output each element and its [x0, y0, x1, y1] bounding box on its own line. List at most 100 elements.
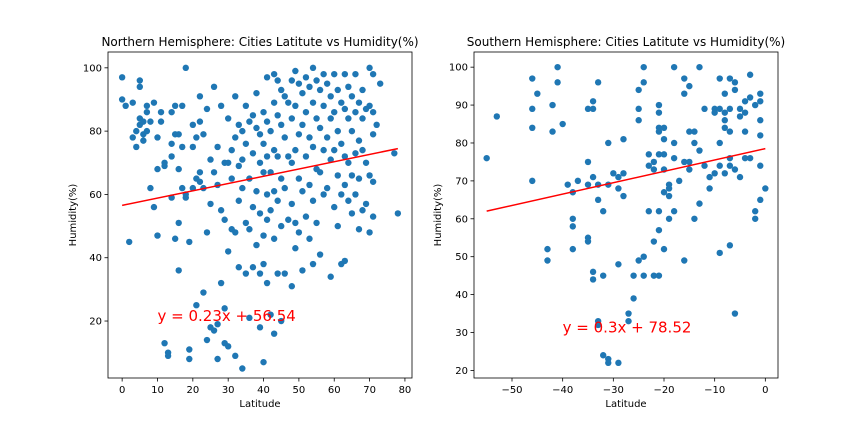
data-point	[267, 207, 274, 214]
data-point	[263, 153, 271, 160]
data-point	[569, 223, 576, 230]
data-point	[726, 242, 734, 249]
data-point	[645, 208, 652, 215]
data-point	[338, 191, 345, 198]
x-tick-label: −20	[653, 385, 674, 396]
data-point	[263, 191, 271, 198]
data-point	[224, 248, 232, 255]
data-point	[309, 197, 317, 204]
data-point	[655, 101, 663, 109]
data-point	[228, 146, 235, 154]
data-point	[260, 108, 267, 116]
data-point	[726, 105, 734, 113]
data-point	[348, 172, 356, 179]
data-point	[331, 203, 338, 211]
data-point	[285, 216, 292, 223]
data-point	[752, 101, 759, 109]
data-point	[534, 90, 541, 97]
data-point	[574, 177, 582, 185]
data-point	[288, 77, 296, 84]
northern-chart: Northern Hemisphere: Cities Latitute vs …	[68, 35, 419, 410]
data-point	[640, 272, 647, 279]
y-tick-label: 100	[83, 63, 102, 74]
data-point	[341, 105, 349, 113]
y-tick-label: 60	[89, 190, 102, 201]
southern-chart-title: Southern Hemisphere: Cities Latitute vs …	[467, 35, 785, 49]
data-point	[615, 261, 622, 268]
data-point	[242, 140, 250, 147]
data-point	[655, 128, 663, 135]
data-point	[203, 229, 211, 236]
data-point	[217, 102, 225, 110]
data-point	[394, 210, 402, 217]
data-point	[295, 175, 303, 182]
data-point	[493, 113, 500, 120]
data-point	[253, 89, 260, 97]
data-point	[716, 249, 723, 257]
data-point	[313, 77, 320, 84]
data-point	[288, 115, 296, 122]
y-tick-label: 40	[455, 290, 468, 301]
data-point	[615, 185, 622, 192]
data-point	[711, 170, 718, 177]
data-point	[256, 270, 264, 277]
data-point	[359, 115, 366, 122]
data-point	[352, 150, 359, 157]
data-point	[605, 139, 612, 147]
data-point	[327, 273, 334, 280]
data-point	[224, 115, 232, 122]
data-point	[270, 188, 278, 195]
regression-line	[121, 147, 399, 207]
data-point	[274, 153, 281, 160]
data-point	[129, 99, 136, 106]
data-point	[691, 215, 698, 222]
y-tick-label: 20	[455, 366, 468, 377]
data-point	[615, 359, 622, 367]
data-point	[292, 67, 299, 75]
data-point	[182, 194, 189, 201]
x-tick-label: −50	[501, 385, 522, 396]
data-point	[200, 131, 207, 138]
data-point	[270, 70, 278, 78]
data-point	[323, 134, 331, 141]
data-point	[263, 74, 271, 81]
data-point	[207, 156, 214, 163]
y-tick-label: 80	[455, 138, 468, 149]
x-tick-label: −40	[552, 385, 573, 396]
data-point	[605, 359, 612, 367]
data-point	[736, 105, 744, 113]
data-point	[193, 134, 200, 141]
data-point	[302, 153, 310, 160]
data-point	[650, 272, 658, 279]
data-point	[726, 162, 734, 169]
data-point	[302, 108, 310, 116]
data-point	[721, 124, 728, 132]
data-point	[369, 213, 377, 220]
data-point	[306, 235, 313, 242]
data-point	[331, 146, 338, 154]
southern-chart: Southern Hemisphere: Cities Latitute vs …	[433, 35, 785, 410]
data-point	[676, 177, 683, 185]
data-point	[242, 219, 250, 227]
data-point	[757, 162, 764, 169]
data-point	[306, 134, 313, 141]
data-point	[341, 181, 349, 189]
data-point	[235, 121, 242, 128]
data-point	[292, 219, 299, 227]
data-point	[716, 105, 723, 113]
data-point	[224, 343, 232, 350]
data-point	[299, 267, 306, 274]
data-point	[341, 70, 349, 78]
data-point	[313, 115, 320, 122]
data-point	[620, 135, 627, 143]
data-point	[686, 158, 693, 166]
data-point	[175, 219, 182, 227]
data-point	[355, 99, 363, 106]
data-point	[267, 311, 274, 318]
data-point	[270, 235, 278, 242]
data-point	[182, 64, 189, 72]
data-point	[207, 200, 214, 208]
data-point	[154, 134, 161, 141]
data-point	[203, 336, 211, 344]
data-point	[320, 146, 327, 154]
